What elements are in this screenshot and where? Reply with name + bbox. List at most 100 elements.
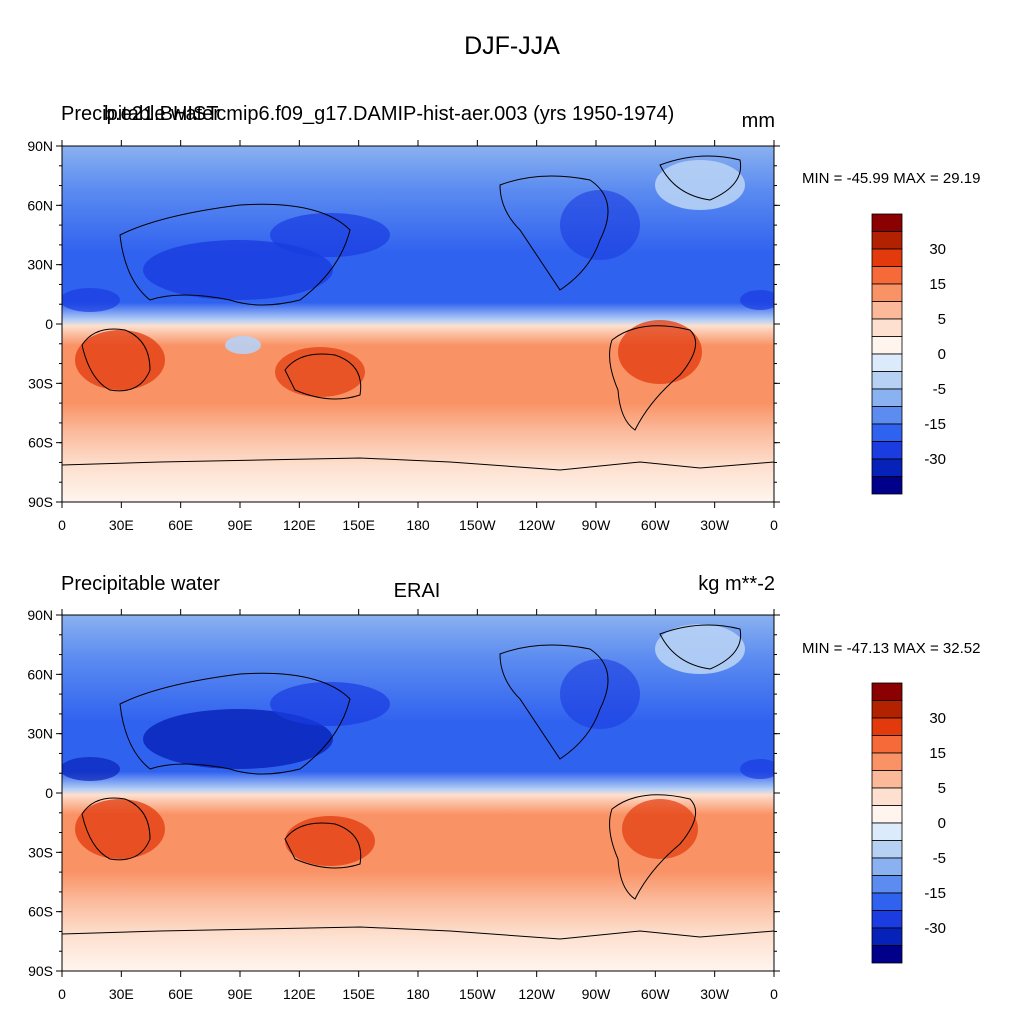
lat-tick-label: 0 — [45, 785, 53, 801]
colorbar-label: 5 — [938, 780, 946, 797]
figure-title: DJF-JJA — [464, 32, 560, 60]
colorbar-box — [871, 406, 903, 425]
panel1-left-label: Precipitable water — [61, 103, 220, 125]
lat-tick-label: 60S — [28, 904, 53, 920]
colorbar-box — [871, 441, 903, 460]
lon-tick-label: 60E — [168, 986, 193, 1002]
axis-ticks: 90N 60N 30N 0 30S 60S 90S 0 30E 60E 90E 120E 150E 180… — [27, 138, 780, 1002]
lat-tick-label: 60N — [27, 197, 53, 213]
precipitable-water-field — [62, 615, 774, 971]
colorbar-box — [871, 353, 903, 372]
panel2-center-label: ERAI — [393, 580, 441, 602]
colorbar-box — [871, 717, 903, 736]
lon-tick-label: 30E — [109, 986, 134, 1002]
colorbar-box — [871, 283, 903, 302]
lat-tick-label: 90N — [27, 138, 53, 154]
colorbar-box — [871, 231, 903, 250]
colorbar-box — [871, 945, 903, 964]
lon-tick-label: 150W — [459, 986, 496, 1002]
lon-tick-label: 60E — [168, 517, 193, 533]
lon-tick-label: 90W — [582, 986, 612, 1002]
lat-tick-label: 0 — [45, 316, 53, 332]
lon-tick-label: 120E — [283, 517, 316, 533]
panel2-left-label: Precipitable water — [61, 573, 220, 595]
lon-tick-label: 0 — [58, 986, 66, 1002]
colorbar-label: 15 — [929, 276, 946, 293]
lon-tick-label: 60W — [641, 986, 671, 1002]
lon-tick-label: 150E — [342, 517, 375, 533]
colorbar-box — [871, 336, 903, 355]
colorbar-box — [871, 787, 903, 806]
lon-tick-label: 120E — [283, 986, 316, 1002]
colorbar-box — [871, 476, 903, 495]
colorbars: 30 15 5 0 -5 -15 -30 30 15 5 0 -5 -15 -30 — [871, 213, 946, 964]
colorbar-box — [871, 423, 903, 442]
colorbar-box — [871, 248, 903, 267]
lon-tick-label: 90W — [582, 517, 612, 533]
colorbar-label: 15 — [929, 745, 946, 762]
colorbar-box — [871, 266, 903, 285]
lon-tick-label: 0 — [770, 986, 778, 1002]
panel2-units: kg m**-2 — [698, 573, 775, 595]
panel1-min-max: MIN = -45.99 MAX = 29.19 — [802, 170, 981, 187]
colorbar-label: 5 — [938, 311, 946, 328]
lon-tick-label: 180 — [406, 986, 430, 1002]
colorbar-label: 0 — [938, 815, 946, 832]
lon-tick-label: 30E — [109, 517, 134, 533]
lon-tick-label: 0 — [770, 517, 778, 533]
lon-tick-label: 90E — [228, 517, 253, 533]
colorbar-label: -15 — [924, 885, 946, 902]
lat-tick-label: 60S — [28, 435, 53, 451]
colorbar-box — [871, 875, 903, 894]
colorbar-label: -30 — [924, 920, 946, 937]
lon-tick-label: 120W — [518, 517, 555, 533]
colorbar-label: -30 — [924, 451, 946, 468]
lon-tick-label: 60W — [641, 517, 671, 533]
lat-tick-label: 30N — [27, 257, 53, 273]
lat-tick-label: 30S — [28, 375, 53, 391]
lat-tick-label: 30N — [27, 726, 53, 742]
colorbar-box — [871, 318, 903, 337]
colorbar-label: 30 — [929, 710, 946, 727]
lon-tick-label: 120W — [518, 986, 555, 1002]
lat-tick-label: 90N — [27, 607, 53, 623]
colorbar-box — [871, 752, 903, 771]
map-panel-model — [62, 146, 774, 502]
lat-tick-label: 60N — [27, 666, 53, 682]
colorbar-box — [871, 927, 903, 946]
continent-features — [62, 624, 774, 940]
colorbar-box — [871, 910, 903, 929]
colorbar-box — [871, 301, 903, 320]
lon-tick-label: 0 — [58, 517, 66, 533]
colorbar-box — [871, 700, 903, 719]
lon-tick-label: 30W — [700, 986, 730, 1002]
panel2-min-max: MIN = -47.13 MAX = 32.52 — [802, 640, 981, 657]
colorbar-box — [871, 857, 903, 876]
colorbar-box — [871, 735, 903, 754]
colorbar-box — [871, 388, 903, 407]
colorbar-label: 30 — [929, 241, 946, 258]
colorbar-box — [871, 682, 903, 701]
colorbar-label: -15 — [924, 416, 946, 433]
panel1-units: mm — [741, 110, 775, 132]
panel1-center-label: b.e21.BHISTcmip6.f09_g17.DAMIP-hist-aer.… — [104, 103, 675, 125]
colorbar-box — [871, 770, 903, 789]
colorbar-label: -5 — [933, 381, 946, 398]
lat-tick-label: 90S — [28, 963, 53, 979]
lon-tick-label: 30W — [700, 517, 730, 533]
colorbar-box — [871, 805, 903, 824]
colorbar-label: -5 — [933, 850, 946, 867]
colorbar-box — [871, 892, 903, 911]
colorbar-label: 0 — [938, 346, 946, 363]
colorbar-box — [871, 371, 903, 390]
colorbar-box — [871, 840, 903, 859]
lat-tick-label: 30S — [28, 844, 53, 860]
colorbar-box — [871, 822, 903, 841]
lon-tick-label: 150E — [342, 986, 375, 1002]
colorbar-box — [871, 458, 903, 477]
map-panel-erai — [62, 615, 774, 971]
colorbar-box — [871, 213, 903, 232]
lon-tick-label: 150W — [459, 517, 496, 533]
lon-tick-label: 90E — [228, 986, 253, 1002]
